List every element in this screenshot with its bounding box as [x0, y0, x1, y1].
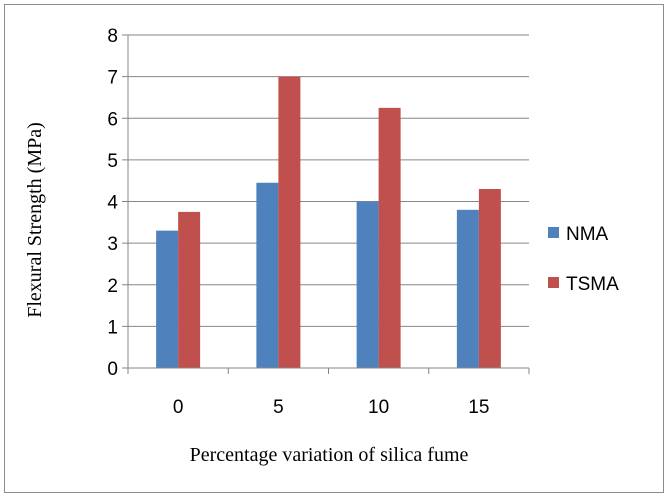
- x-tick-label: 15: [468, 397, 489, 418]
- y-tick-label: 3: [107, 234, 118, 255]
- legend-swatch-tsma: [548, 277, 559, 288]
- y-axis-title: Flexural Strength (MPa): [24, 122, 46, 318]
- chart-frame: [4, 4, 664, 493]
- y-tick-label: 4: [107, 193, 118, 214]
- legend-swatch-nma: [548, 227, 559, 238]
- bar-nma-0: [156, 230, 179, 368]
- x-tick-label: 0: [173, 397, 184, 418]
- y-tick-label: 8: [107, 26, 118, 47]
- x-axis-title: Percentage variation of silica fume: [190, 444, 469, 466]
- bar-tsma-10: [378, 107, 401, 368]
- x-axis-ticks: 0 5 10 15: [127, 368, 530, 418]
- bars: [156, 76, 501, 368]
- bar-tsma-5: [278, 76, 301, 368]
- legend-label-nma: NMA: [566, 224, 609, 245]
- y-tick-label: 1: [107, 317, 118, 338]
- y-tick-label: 0: [107, 359, 118, 380]
- x-tick-label: 5: [273, 397, 284, 418]
- y-tick-label: 2: [107, 276, 118, 297]
- bar-nma-15: [456, 209, 479, 368]
- legend: NMA TSMA: [548, 224, 619, 295]
- y-tick-label: 7: [107, 68, 118, 89]
- y-tick-label: 5: [107, 151, 118, 172]
- bar-nma-5: [256, 182, 279, 368]
- bar-nma-10: [356, 201, 379, 368]
- y-tick-label: 6: [107, 109, 118, 130]
- y-axis-ticks: 0 1 2 3 4 5 6 7 8: [107, 26, 128, 380]
- bar-tsma-15: [478, 189, 501, 368]
- x-tick-label: 10: [368, 397, 389, 418]
- bar-tsma-0: [178, 211, 201, 368]
- legend-label-tsma: TSMA: [566, 274, 619, 295]
